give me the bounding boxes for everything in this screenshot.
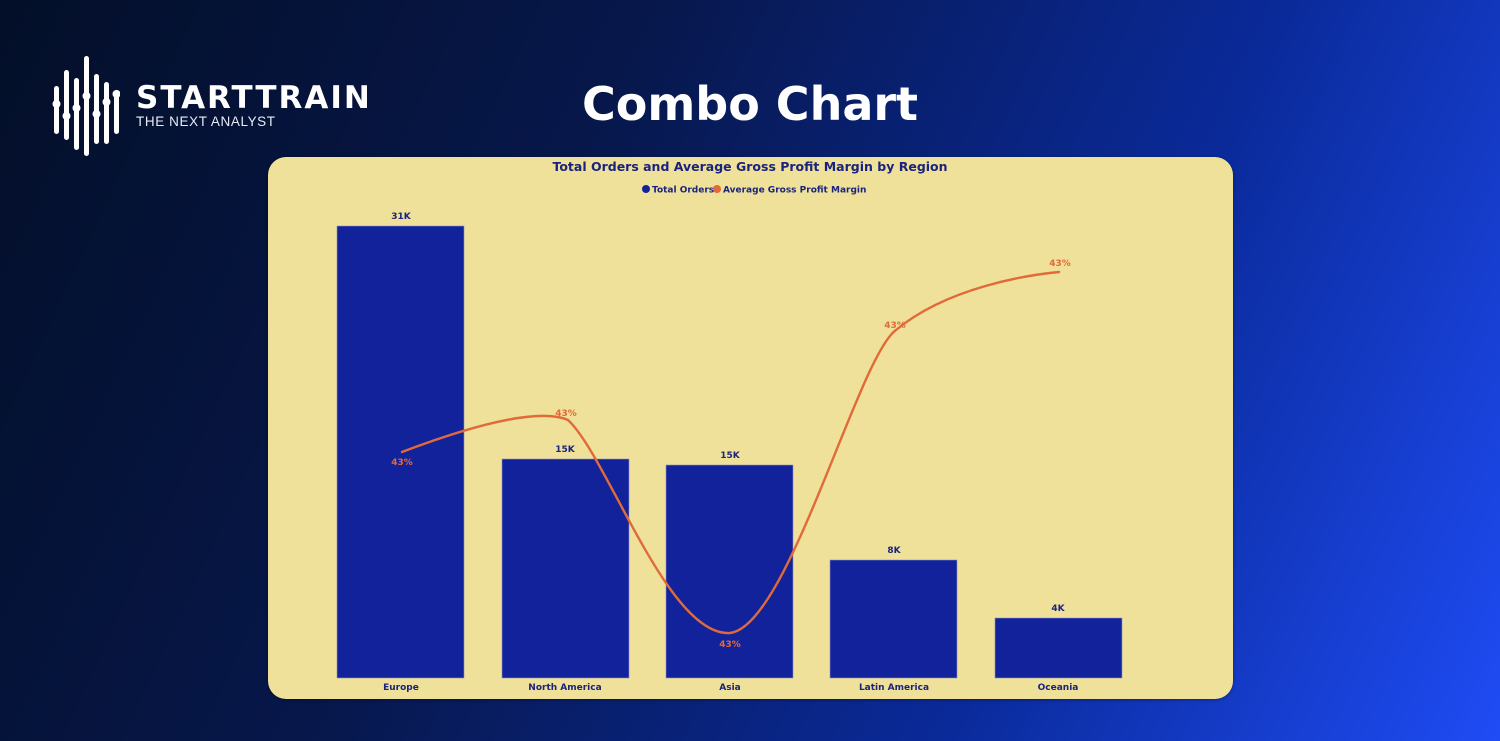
- chart-card: Total Orders and Average Gross Profit Ma…: [268, 157, 1233, 699]
- equalizer-logo-icon: [52, 56, 120, 156]
- svg-text:8K: 8K: [887, 546, 901, 556]
- svg-text:15K: 15K: [720, 451, 741, 461]
- margin-line[interactable]: [400, 270, 1061, 635]
- legend-dot-icon: [713, 185, 721, 193]
- bar-asia[interactable]: [665, 464, 794, 679]
- brand-logo: STARTTRAIN THE NEXT ANALYST: [52, 56, 392, 156]
- svg-text:4K: 4K: [1051, 604, 1065, 614]
- line-data-labels: 43% 43% 43% 43% 43%: [391, 259, 1071, 650]
- svg-text:Europe: Europe: [383, 683, 419, 693]
- bar-europe[interactable]: [336, 225, 465, 679]
- svg-text:Average Gross Profit Margin: Average Gross Profit Margin: [723, 186, 866, 196]
- combo-chart: Total Orders and Average Gross Profit Ma…: [336, 159, 1123, 693]
- legend-dot-icon: [642, 185, 650, 193]
- svg-text:Oceania: Oceania: [1038, 683, 1079, 693]
- legend-item-avg-gross-profit-margin[interactable]: Average Gross Profit Margin: [713, 185, 866, 196]
- svg-text:43%: 43%: [1049, 259, 1071, 269]
- bar-latin-america[interactable]: [829, 559, 958, 679]
- brand-name: STARTTRAIN: [136, 80, 372, 116]
- bar-north-america[interactable]: [501, 458, 630, 679]
- svg-text:43%: 43%: [884, 321, 906, 331]
- svg-text:Total Orders: Total Orders: [652, 186, 714, 196]
- legend-item-total-orders[interactable]: Total Orders: [642, 185, 714, 196]
- bars: [336, 225, 1123, 679]
- svg-text:31K: 31K: [391, 212, 412, 222]
- svg-text:Asia: Asia: [719, 683, 740, 693]
- legend: Total Orders Average Gross Profit Margin: [642, 185, 866, 196]
- brand-tagline: THE NEXT ANALYST: [136, 114, 276, 129]
- svg-text:North America: North America: [528, 683, 601, 693]
- svg-text:43%: 43%: [555, 409, 577, 419]
- page-title: Combo Chart: [581, 77, 919, 131]
- bar-oceania[interactable]: [994, 617, 1123, 679]
- svg-text:43%: 43%: [391, 458, 413, 468]
- svg-text:43%: 43%: [719, 640, 741, 650]
- bar-data-labels: 31K 15K 15K 8K 4K: [391, 212, 1065, 614]
- svg-text:Latin America: Latin America: [859, 683, 929, 693]
- x-axis-labels: Europe North America Asia Latin America …: [383, 683, 1078, 693]
- svg-text:15K: 15K: [555, 445, 576, 455]
- chart-title: Total Orders and Average Gross Profit Ma…: [552, 159, 947, 174]
